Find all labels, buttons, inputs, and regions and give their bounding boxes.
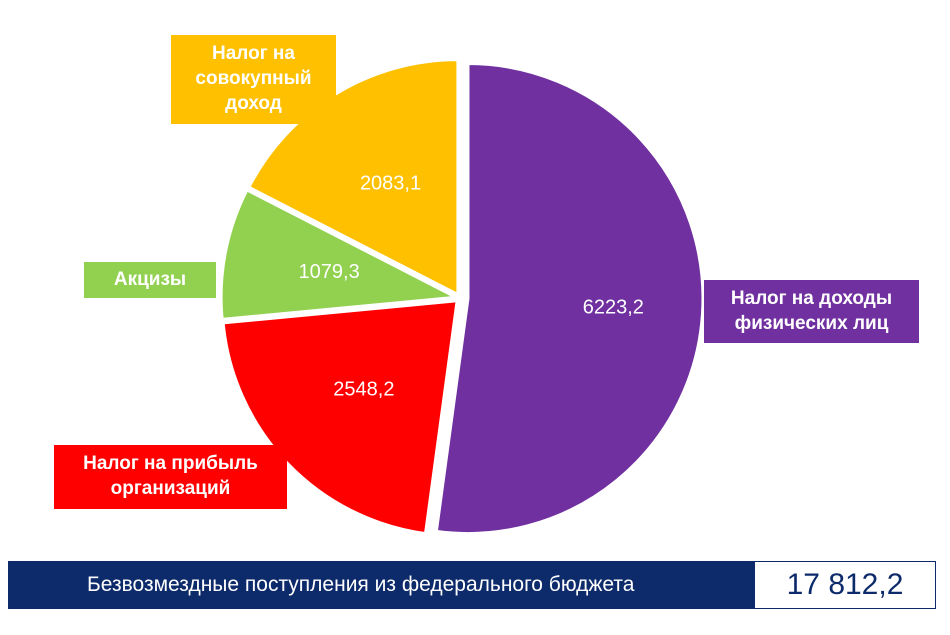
slice-profit-tax	[221, 299, 459, 536]
federal-transfers-bar: Безвозмездные поступления из федеральног…	[8, 561, 936, 609]
label-excises: Акцизы	[84, 262, 216, 298]
value-aggregate-income-tax: 2083,1	[360, 173, 421, 195]
federal-transfers-label: Безвозмездные поступления из федеральног…	[9, 562, 755, 608]
federal-transfers-value: 17 812,2	[755, 562, 935, 608]
slice-excises	[219, 187, 462, 321]
label-profit-tax: Налог на прибыль организаций	[54, 445, 287, 509]
label-personal-income-tax: Налог на доходы физических лиц	[704, 280, 919, 343]
value-personal-income-tax: 6223,2	[583, 297, 644, 319]
label-aggregate-income-tax: Налог на совокупный доход	[171, 35, 336, 124]
pie-chart: 6223,2 2548,2 1079,3 2083,1	[219, 58, 705, 536]
value-profit-tax: 2548,2	[333, 379, 394, 401]
slice-personal-income-tax	[434, 62, 705, 535]
value-excises: 1079,3	[299, 261, 360, 283]
